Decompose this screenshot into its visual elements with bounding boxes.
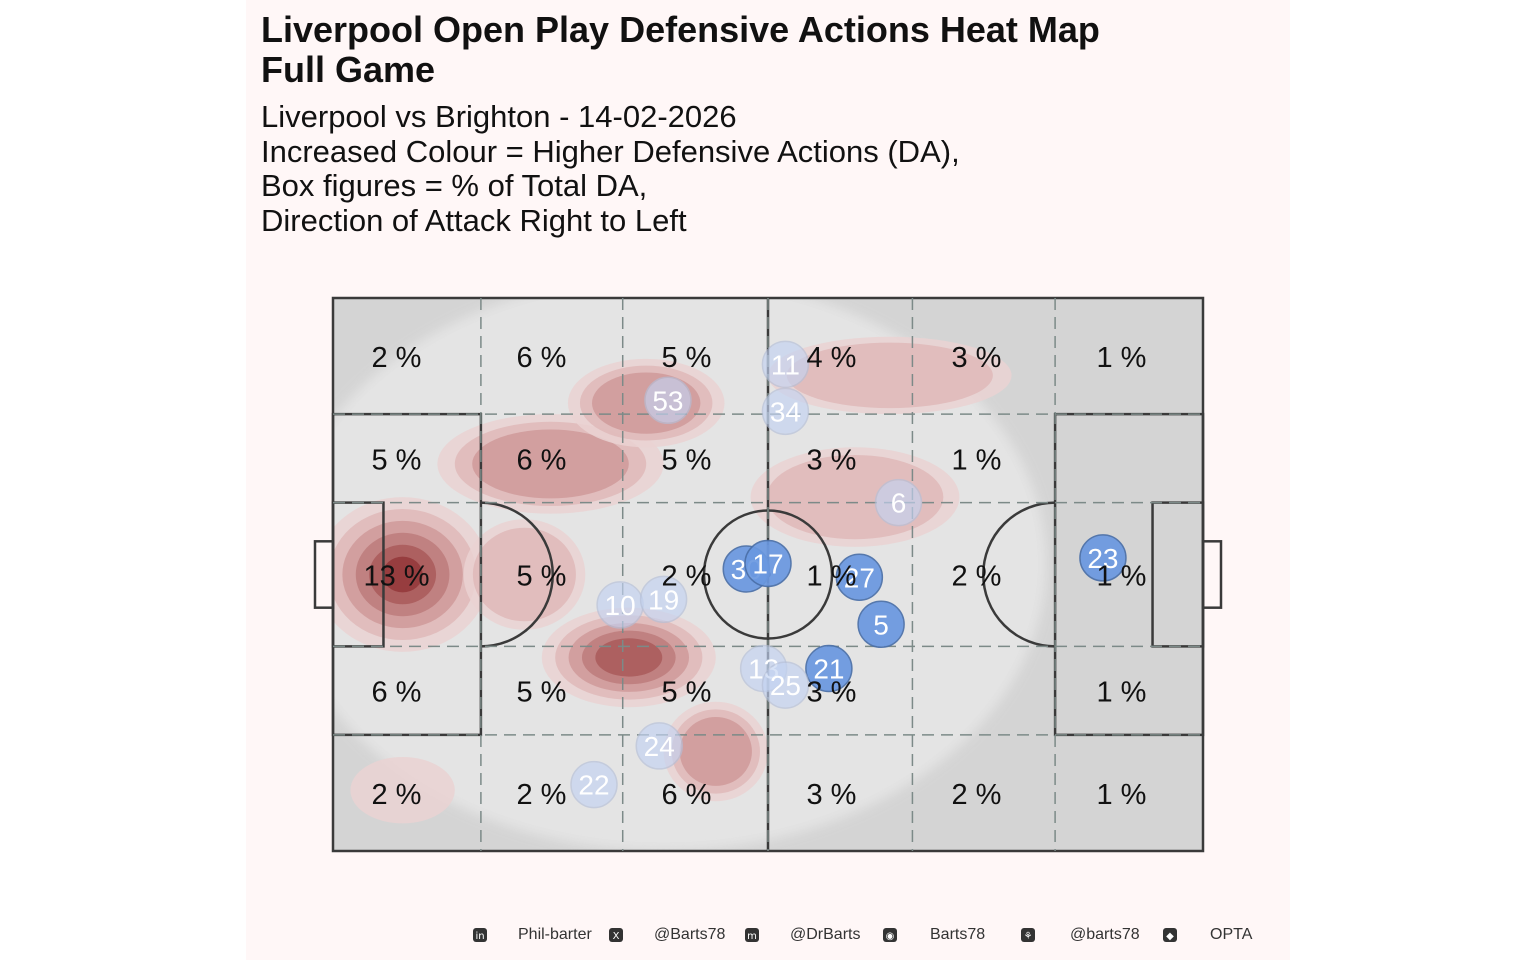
zone-percentage-label: 3 %: [807, 779, 857, 811]
heat-contour: [595, 638, 663, 677]
player-marker[interactable]: [805, 644, 853, 693]
svg-text:◉: ◉: [886, 931, 895, 942]
heat-contour: [472, 429, 629, 499]
zone-percentage-label: 1 %: [952, 444, 1002, 476]
zone-percentage-label: 2 %: [952, 779, 1002, 811]
player-number: 5: [873, 609, 889, 640]
svg-text:in: in: [475, 931, 484, 942]
footer-credit-text[interactable]: Phil-barter: [518, 926, 592, 943]
zone-percentage-label: 6 %: [662, 779, 712, 811]
footer-credit-text[interactable]: OPTA: [1210, 926, 1253, 943]
zone-percentage-label: 1 %: [1097, 779, 1147, 811]
title-line-1: Liverpool Open Play Defensive Actions He…: [261, 9, 1100, 50]
zone-percentage-label: 2 %: [952, 561, 1002, 593]
player-marker[interactable]: [874, 478, 923, 527]
player-number: 6: [891, 488, 907, 519]
dropbox-icon: ◆: [1162, 927, 1178, 943]
heat-layer: [333, 298, 1047, 851]
zone-percentage-label: 5 %: [662, 677, 712, 709]
player-number: 53: [652, 385, 683, 416]
subtitle-line-2: Increased Colour = Higher Defensive Acti…: [261, 133, 960, 169]
zone-percentage-label: 5 %: [372, 444, 422, 476]
linkedin-icon: in: [472, 927, 488, 943]
player-marker[interactable]: [639, 575, 688, 624]
title-line-2: Full Game: [261, 49, 436, 90]
zone-percentage-label: 2 %: [372, 342, 422, 374]
bluesky-icon: ⚘: [1020, 927, 1036, 943]
zone-percentage-label: 13 %: [363, 561, 429, 593]
footer-credit-text[interactable]: Barts78: [930, 926, 986, 943]
subtitle-line-4: Direction of Attack Right to Left: [261, 202, 687, 238]
player-marker[interactable]: [761, 340, 810, 389]
player-number: 10: [605, 590, 636, 621]
heat-contour: [382, 556, 423, 593]
left-goal: [313, 540, 335, 609]
player-number: 11: [771, 349, 800, 380]
zone-percentage-label: 4 %: [807, 342, 857, 374]
right-goal: [1201, 540, 1223, 609]
zone-percentage-label: 5 %: [517, 561, 567, 593]
player-marker[interactable]: [761, 387, 810, 436]
zone-percentage-label: 6 %: [517, 342, 567, 374]
player-marker[interactable]: [744, 539, 792, 588]
heat-contour: [786, 342, 993, 409]
zone-percentage-label: 2 %: [372, 779, 422, 811]
right-penalty-arc: [981, 501, 1056, 648]
svg-text:X: X: [613, 931, 620, 942]
github-icon: ◉: [882, 927, 898, 943]
player-number: 22: [578, 770, 609, 801]
zone-percentage-label: 1 %: [1097, 342, 1147, 374]
footer-credit-text[interactable]: @barts78: [1070, 926, 1140, 943]
zone-percentage-label: 6 %: [517, 444, 567, 476]
svg-text:m: m: [747, 931, 757, 942]
heat-contour: [679, 717, 752, 786]
footer-credit-text[interactable]: @DrBarts: [790, 926, 861, 943]
zone-percentage-label: 3 %: [807, 677, 857, 709]
zone-percentage-label: 1 %: [1097, 561, 1147, 593]
player-number: 34: [770, 396, 801, 427]
player-positions: 115334630172723101951321252422: [570, 340, 1127, 809]
player-marker[interactable]: [635, 722, 683, 770]
zone-percentage-label: 1 %: [1097, 677, 1147, 709]
player-number: 23: [1087, 543, 1118, 574]
player-marker[interactable]: [570, 760, 618, 809]
svg-text:⚘: ⚘: [1024, 931, 1033, 942]
footer-credit-text[interactable]: @Barts78: [654, 926, 726, 943]
left-penalty-arc: [480, 501, 555, 648]
zone-percentage-label: 3 %: [807, 444, 857, 476]
player-marker[interactable]: [761, 661, 810, 709]
player-number: 24: [644, 731, 675, 762]
player-marker[interactable]: [857, 600, 905, 649]
zone-percentage-label: 2 %: [662, 561, 712, 593]
player-marker[interactable]: [835, 553, 884, 602]
mastodon-icon: m: [744, 927, 760, 943]
subtitle-line-1: Liverpool vs Brighton - 14-02-2026: [261, 99, 737, 134]
zone-percentages: 2 % 6 % 5 % 4 % 3 % 1 % 5 % 6 % 5 % 3 % 1 % 13 % 5 %…: [363, 342, 1146, 811]
player-number: 25: [770, 670, 801, 701]
player-number: 21: [813, 654, 844, 685]
zone-percentage-label: 5 %: [662, 342, 712, 374]
player-marker[interactable]: [1079, 534, 1127, 582]
chart-subtitle: Liverpool vs Brighton - 14-02-2026 Incre…: [261, 99, 960, 238]
zone-percentage-label: 2 %: [517, 779, 567, 811]
x-twitter-icon: X: [608, 927, 624, 943]
chart-title: Liverpool Open Play Defensive Actions He…: [261, 10, 1100, 90]
zone-percentage-label: 1 %: [807, 561, 857, 593]
zone-percentage-label: 3 %: [952, 342, 1002, 374]
zone-percentage-label: 5 %: [662, 444, 712, 476]
zone-percentage-label: 5 %: [517, 677, 567, 709]
player-number: 19: [648, 584, 679, 615]
svg-text:◆: ◆: [1166, 931, 1174, 942]
player-number: 17: [752, 548, 783, 579]
subtitle-line-3: Box figures = % of Total DA,: [261, 168, 648, 203]
heat-contour: [350, 756, 455, 824]
player-number: 27: [844, 562, 875, 593]
zone-percentage-label: 6 %: [372, 677, 422, 709]
player-marker[interactable]: [644, 376, 692, 425]
